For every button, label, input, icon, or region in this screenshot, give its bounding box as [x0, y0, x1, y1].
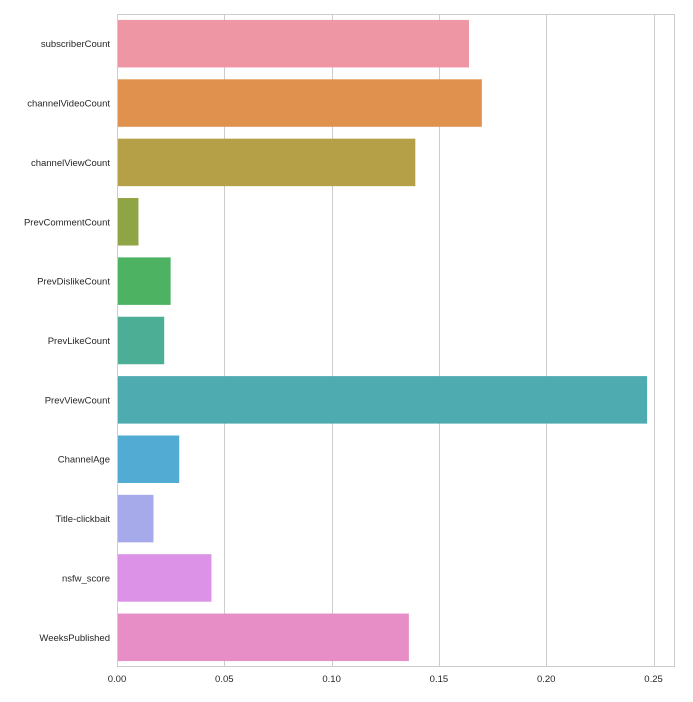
bar-PrevDislikeCount — [117, 257, 171, 305]
category-label: ChannelAge — [58, 455, 110, 466]
category-label: WeeksPublished — [39, 633, 110, 644]
bar-channelVideoCount — [117, 79, 482, 127]
x-axis-ticks: 0.00 0.05 0.10 0.15 0.20 0.25 — [108, 674, 663, 685]
bar-Title-clickbait — [117, 494, 154, 543]
category-label: channelViewCount — [31, 158, 110, 169]
category-label: PrevLikeCount — [48, 336, 111, 347]
x-tick-label: 0.05 — [215, 674, 234, 685]
x-tick-label: 0.00 — [108, 674, 127, 685]
bar-ChannelAge — [117, 435, 180, 483]
category-label: channelVideoCount — [27, 99, 110, 110]
bar-PrevLikeCount — [117, 316, 165, 365]
bar-nsfw_score — [117, 554, 212, 602]
x-tick-label: 0.10 — [322, 674, 341, 685]
bar-WeeksPublished — [117, 613, 409, 662]
bar-PrevViewCount — [117, 376, 648, 424]
bar-subscriberCount — [117, 19, 469, 68]
bar-PrevCommentCount — [117, 198, 139, 246]
category-label: subscriberCount — [41, 39, 111, 50]
x-tick-label: 0.25 — [644, 674, 663, 685]
x-tick-label: 0.20 — [537, 674, 556, 685]
bars — [117, 19, 648, 662]
category-label: Title-clickbait — [55, 514, 110, 525]
category-label: nsfw_score — [62, 573, 110, 584]
plot-frame — [117, 14, 675, 667]
category-label: PrevDislikeCount — [37, 277, 110, 288]
x-tick-label: 0.15 — [430, 674, 449, 685]
category-label: PrevViewCount — [45, 395, 111, 406]
category-labels: subscriberCount channelVideoCount channelV… — [24, 39, 110, 644]
category-label: PrevCommentCount — [24, 217, 110, 228]
bar-channelViewCount — [117, 138, 416, 187]
